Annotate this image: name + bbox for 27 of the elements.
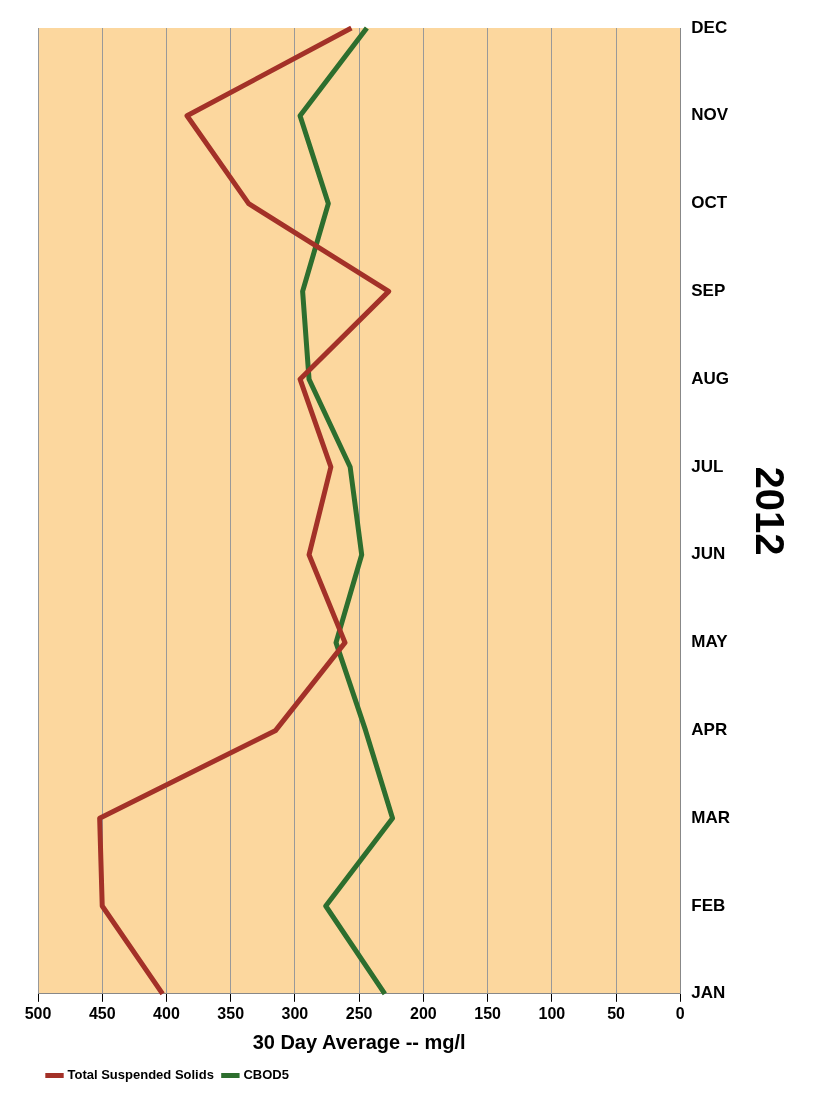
y-tick-label: NOV — [691, 105, 729, 125]
x-tick-label: 100 — [538, 1004, 566, 1022]
x-axis-title: 30 Day Average -- mg/l — [252, 1030, 466, 1053]
y-tick-label: MAY — [691, 632, 729, 652]
x-tick-label: 350 — [217, 1004, 245, 1022]
y-tick-label: SEP — [691, 281, 726, 301]
x-tick-label: 200 — [410, 1004, 437, 1022]
y-tick-label: JUL — [691, 456, 724, 476]
x-tick-label: 500 — [24, 1004, 52, 1022]
y-tick-label: FEB — [691, 895, 726, 915]
y-tick-label: OCT — [691, 193, 728, 213]
x-tick-label: 150 — [474, 1004, 502, 1022]
x-tick-label: 400 — [153, 1004, 180, 1022]
y-tick-label: APR — [691, 720, 728, 740]
y-tick-label: DEC — [691, 17, 728, 37]
y-tick-label: JUN — [691, 544, 726, 564]
y-tick-label: AUG — [691, 368, 730, 388]
legend-label: CBOD5 — [243, 1067, 289, 1083]
x-tick-label: 450 — [88, 1004, 116, 1022]
x-tick-label: 300 — [281, 1004, 309, 1022]
x-tick-label: 250 — [345, 1004, 373, 1022]
y-tick-label: JAN — [691, 983, 726, 1003]
x-tick-label: 0 — [675, 1004, 685, 1022]
y-axis-title: 2012 — [747, 466, 792, 556]
y-tick-label: MAR — [691, 807, 730, 827]
legend-label: Total Suspended Solids — [67, 1067, 214, 1083]
x-tick-label: 50 — [607, 1004, 626, 1022]
